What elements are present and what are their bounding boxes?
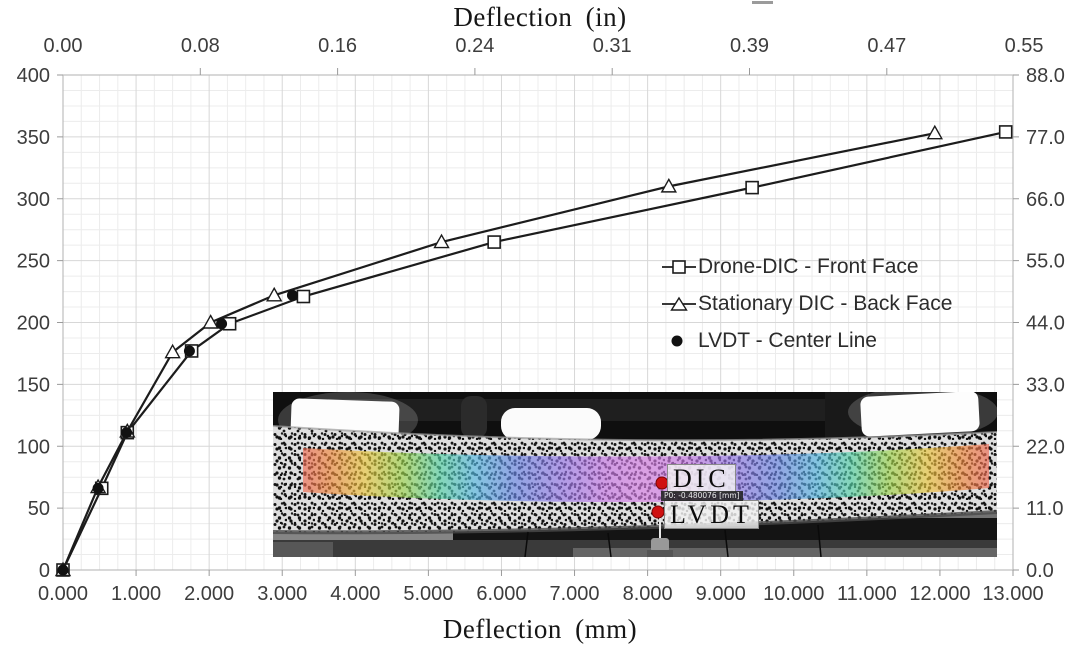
legend-label: Stationary DIC - Back Face (698, 291, 953, 315)
square-marker (296, 289, 311, 304)
dic-displacement-readout: P0: -0.480076 [mm] (661, 491, 743, 501)
bottom-tick-label: 2.000 (184, 583, 234, 605)
dot-marker (216, 318, 228, 330)
left-tick-label: 0 (39, 560, 50, 582)
top-tick-label: 0.39 (730, 35, 769, 57)
bottom-tick-label: 1.000 (111, 583, 161, 605)
bottom-tick-label: 12.000 (909, 583, 970, 605)
lvdt-sensor (647, 518, 673, 557)
dot-marker (57, 564, 69, 576)
top-tick-label: 0.47 (867, 35, 906, 57)
lvdt-point-label: LVDT (664, 500, 759, 529)
square-marker (998, 125, 1013, 139)
legend-item-1: Drone-DIC - Front Face (662, 248, 952, 285)
triangle-marker (265, 286, 283, 302)
top-tick-label: 0.00 (44, 35, 83, 57)
right-tick-label: 66.0 (1026, 189, 1065, 211)
top-tick-label: 0.24 (455, 35, 494, 57)
glare-highlights (278, 392, 997, 448)
left-tick-label: 400 (17, 65, 50, 87)
right-tick-label: 77.0 (1026, 127, 1065, 149)
legend-label: LVDT - Center Line (698, 328, 877, 352)
left-tick-label: 250 (17, 251, 50, 273)
legend-label: Drone-DIC - Front Face (698, 254, 919, 278)
triangle-marker (660, 177, 678, 193)
left-tick-label: 50 (28, 498, 50, 520)
right-tick-label: 11.0 (1026, 498, 1063, 520)
bottom-tick-label: 7.000 (550, 583, 600, 605)
legend-item-2: Stationary DIC - Back Face (662, 285, 952, 322)
top-tick-label: 0.31 (593, 35, 632, 57)
bottom-tick-label: 10.000 (763, 583, 824, 605)
top-axis-title: Deflection (in) (453, 2, 627, 32)
dot-marker (92, 482, 104, 494)
left-tick-label: 150 (17, 374, 50, 396)
dot-legend-marker (671, 335, 683, 346)
chart-legend: Drone-DIC - Front Face Stationary DIC - B… (662, 248, 952, 359)
top-tick-label: 0.08 (181, 35, 220, 57)
bottom-tick-label: 6.000 (476, 583, 526, 605)
top-tick-label: 0.16 (318, 35, 357, 57)
right-tick-label: 44.0 (1026, 313, 1065, 335)
dot-marker (286, 289, 298, 301)
left-tick-label: 100 (17, 436, 50, 458)
left-tick-label: 200 (17, 313, 50, 335)
dot-marker (121, 427, 133, 439)
right-tick-label: 22.0 (1026, 436, 1065, 458)
cropped-ui-artifact (752, 1, 773, 4)
legend-item-3: LVDT - Center Line (662, 322, 952, 359)
bottom-tick-label: 4.000 (330, 583, 380, 605)
square-legend-marker (662, 259, 696, 274)
beam-dic-photo (273, 392, 997, 557)
right-tick-label: 88.0 (1026, 65, 1065, 87)
axis-ticks (57, 68, 1019, 576)
square-marker (487, 235, 501, 249)
triangle-legend-marker (662, 296, 696, 311)
square-marker (745, 180, 759, 195)
bottom-tick-label: 3.000 (257, 583, 307, 605)
left-tick-label: 300 (17, 189, 50, 211)
lvdt-marker-dot (651, 505, 665, 519)
dic-color-band (303, 444, 989, 502)
bottom-tick-label: 8.000 (623, 583, 673, 605)
dot-marker (183, 345, 195, 357)
top-tick-label: 0.55 (1005, 35, 1044, 57)
bottom-axis-title: Deflection (mm) (442, 614, 638, 644)
right-tick-label: 55.0 (1026, 251, 1065, 273)
legend-marker-shape (671, 335, 683, 346)
triangle-marker (202, 314, 219, 329)
bottom-tick-label: 9.000 (696, 583, 746, 605)
right-tick-label: 0.0 (1026, 560, 1054, 582)
bottom-tick-label: 0.000 (38, 583, 88, 605)
dic-point-label: DIC (667, 464, 736, 493)
triangle-marker (433, 233, 450, 249)
legend-marker-shape (670, 296, 688, 311)
bottom-tick-label: 11.000 (837, 583, 897, 605)
specimen-photo-inset: DIC P0: -0.480076 [mm] LVDT (273, 392, 997, 557)
speckled-beam (273, 425, 997, 535)
series-dot (57, 289, 298, 576)
instrument-wires (524, 524, 822, 557)
legend-marker-shape (672, 259, 686, 274)
triangle-marker (926, 124, 944, 140)
bottom-tick-label: 13.000 (982, 583, 1043, 605)
left-tick-label: 350 (17, 127, 50, 149)
right-tick-label: 33.0 (1026, 374, 1065, 396)
bottom-tick-label: 5.000 (403, 583, 453, 605)
triangle-marker (164, 343, 181, 359)
